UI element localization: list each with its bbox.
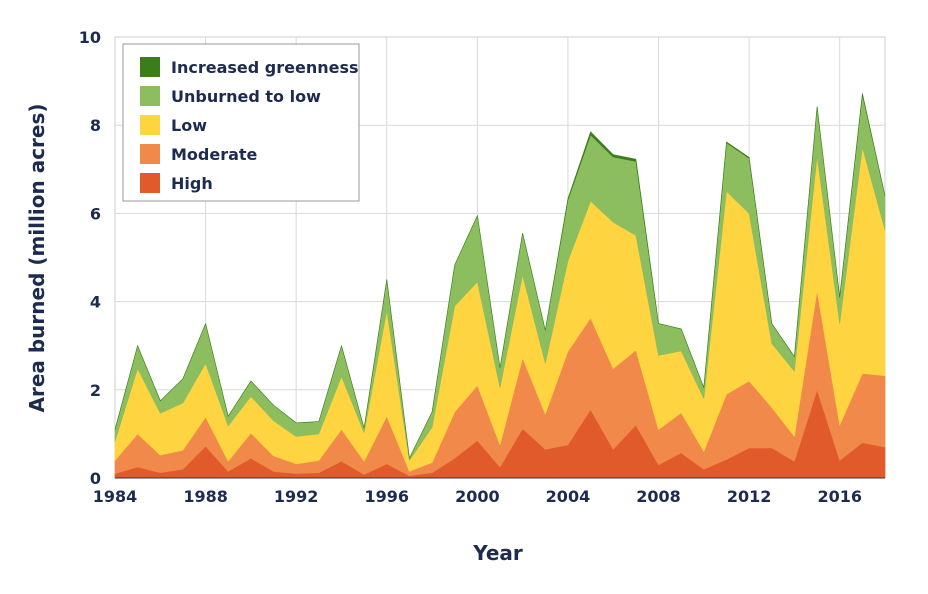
legend-swatch — [140, 115, 160, 135]
legend-swatch — [140, 57, 160, 77]
legend-label: Moderate — [171, 145, 258, 164]
legend-box — [122, 43, 360, 202]
area-series-increased-greenness — [114, 93, 886, 459]
legend-swatch — [140, 144, 160, 164]
x-axis-title: Year — [472, 541, 523, 565]
y-axis-title: Area burned (million acres) — [25, 103, 49, 412]
x-tick-label: 2000 — [455, 487, 500, 506]
x-tick-label: 1992 — [274, 487, 319, 506]
y-tick-label: 6 — [90, 204, 101, 223]
legend: Increased greenness Unburned to low Low Mod… — [122, 43, 360, 202]
x-tick-label: 2016 — [817, 487, 862, 506]
y-tick-label: 0 — [90, 469, 101, 488]
legend-label: Unburned to low — [171, 87, 321, 106]
legend-label: High — [171, 174, 213, 193]
y-tick-label: 8 — [90, 116, 101, 135]
y-tick-label: 10 — [79, 28, 101, 47]
legend-label: Increased greenness — [171, 58, 359, 77]
legend-swatch — [140, 173, 160, 193]
legend-swatch — [140, 86, 160, 106]
y-tick-label: 2 — [90, 381, 101, 400]
y-tick-label: 4 — [90, 293, 101, 312]
x-tick-label: 2004 — [546, 487, 591, 506]
x-tick-label: 1996 — [364, 487, 409, 506]
x-tick-label: 2012 — [727, 487, 772, 506]
x-tick-label: 1984 — [93, 487, 138, 506]
legend-label: Low — [171, 116, 207, 135]
x-tick-label: 1988 — [183, 487, 228, 506]
axes: 0 2 4 6 8 10 1984 1988 1992 1996 2000 2004 2008 2012 2… — [79, 28, 885, 506]
x-tick-label: 2008 — [636, 487, 681, 506]
